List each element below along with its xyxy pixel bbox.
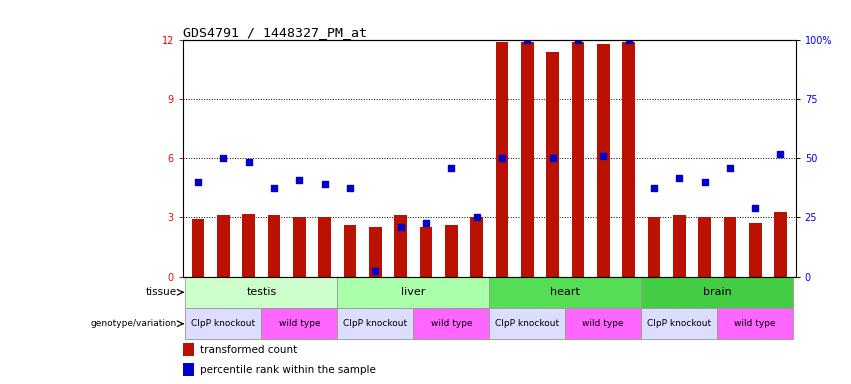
Bar <box>565 308 642 339</box>
Point <box>470 214 483 220</box>
Bar <box>521 42 534 276</box>
Bar <box>268 215 281 276</box>
Point <box>420 220 433 227</box>
Bar <box>717 308 793 339</box>
Bar <box>597 44 609 276</box>
Text: ClpP knockout: ClpP knockout <box>343 319 408 328</box>
Point <box>217 156 231 162</box>
Text: transformed count: transformed count <box>200 345 297 355</box>
Point <box>368 268 382 274</box>
Point <box>622 37 636 43</box>
Bar <box>489 276 642 308</box>
Point <box>191 179 205 185</box>
Bar <box>698 217 711 276</box>
Text: genotype/variation: genotype/variation <box>90 319 177 328</box>
Bar <box>642 276 793 308</box>
Bar <box>243 214 255 276</box>
Bar <box>420 227 432 276</box>
Bar <box>186 276 337 308</box>
Bar <box>495 42 508 276</box>
Text: GDS4791 / 1448327_PM_at: GDS4791 / 1448327_PM_at <box>183 26 367 39</box>
Point <box>444 165 458 171</box>
Text: ClpP knockout: ClpP knockout <box>647 319 711 328</box>
Text: brain: brain <box>703 287 732 297</box>
Point <box>748 205 762 211</box>
Text: wild type: wild type <box>278 319 320 328</box>
Point <box>647 185 660 191</box>
Bar <box>546 52 559 276</box>
Bar <box>642 308 717 339</box>
Text: percentile rank within the sample: percentile rank within the sample <box>200 365 376 375</box>
Text: wild type: wild type <box>431 319 472 328</box>
Text: heart: heart <box>551 287 580 297</box>
Text: wild type: wild type <box>582 319 624 328</box>
Bar <box>318 217 331 276</box>
Text: tissue: tissue <box>146 287 177 297</box>
Bar <box>183 364 194 376</box>
Point <box>343 185 357 191</box>
Bar <box>186 308 261 339</box>
Point <box>571 37 585 43</box>
Point <box>394 224 408 230</box>
Text: ClpP knockout: ClpP knockout <box>191 319 255 328</box>
Point <box>242 159 255 166</box>
Point <box>495 156 509 162</box>
Point <box>318 181 332 187</box>
Point <box>267 185 281 191</box>
Bar <box>572 42 585 276</box>
Bar <box>191 219 204 276</box>
Text: ClpP knockout: ClpP knockout <box>495 319 559 328</box>
Point <box>774 151 787 157</box>
Point <box>597 153 610 159</box>
Bar <box>723 217 736 276</box>
Bar <box>774 212 787 276</box>
Bar <box>337 308 414 339</box>
Bar <box>261 308 337 339</box>
Bar <box>445 225 458 276</box>
Bar <box>648 217 660 276</box>
Bar <box>749 223 762 276</box>
Point <box>723 165 737 171</box>
Text: testis: testis <box>246 287 277 297</box>
Bar <box>673 215 686 276</box>
Bar <box>369 227 382 276</box>
Bar <box>337 276 489 308</box>
Text: wild type: wild type <box>734 319 776 328</box>
Bar <box>414 308 489 339</box>
Point <box>698 179 711 185</box>
Bar <box>622 42 635 276</box>
Bar <box>471 217 483 276</box>
Bar <box>394 215 407 276</box>
Point <box>521 37 534 43</box>
Text: liver: liver <box>401 287 426 297</box>
Bar <box>293 217 306 276</box>
Point <box>672 175 686 181</box>
Bar <box>344 225 357 276</box>
Point <box>293 177 306 183</box>
Bar <box>217 215 230 276</box>
Bar <box>489 308 565 339</box>
Bar <box>183 343 194 356</box>
Point <box>545 156 559 162</box>
